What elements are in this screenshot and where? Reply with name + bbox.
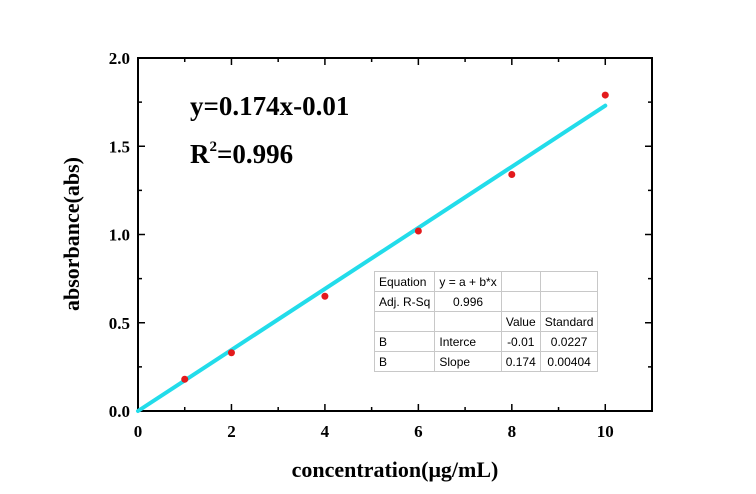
table-cell [500, 291, 541, 312]
table-row: Value Standard [373, 311, 599, 332]
table-cell: 0.0227 [539, 331, 599, 352]
x-tick-label: 10 [597, 422, 614, 441]
table-cell [539, 291, 599, 312]
table-cell: Standard [539, 311, 599, 332]
axis-ticks [137, 57, 653, 412]
table-cell: Slope [434, 351, 502, 372]
y-tick-label: 0.0 [109, 402, 130, 421]
table-cell: y = a + b*x [434, 271, 502, 292]
r-squared-value: =0.996 [217, 139, 293, 169]
table-cell [434, 311, 502, 332]
table-row: B Interce -0.01 0.0227 [373, 331, 599, 352]
x-tick-label: 6 [414, 422, 423, 441]
y-tick-label: 1.5 [109, 137, 130, 156]
data-point [321, 292, 329, 300]
table-cell: Equation [373, 271, 436, 292]
table-cell [539, 271, 599, 292]
data-point [508, 170, 516, 178]
table-cell: -0.01 [500, 331, 541, 352]
r-squared-superscript: 2 [210, 139, 218, 155]
table-cell: B [373, 331, 436, 352]
table-cell: Value [500, 311, 541, 332]
y-tick-label: 1.0 [109, 226, 130, 245]
table-cell: Interce [434, 331, 502, 352]
table-cell [500, 271, 541, 292]
r-squared-annotation: R2=0.996 [190, 139, 293, 169]
table-cell: B [373, 351, 436, 372]
x-tick-label: 8 [508, 422, 517, 441]
data-point [601, 91, 609, 99]
data-point [227, 349, 235, 357]
table-cell: 0.174 [500, 351, 541, 372]
r-squared-base: R [190, 139, 210, 169]
x-tick-label: 0 [134, 422, 143, 441]
table-cell: 0.996 [434, 291, 502, 312]
table-cell: Adj. R-Sq [373, 291, 436, 312]
y-tick-label: 2.0 [109, 49, 130, 68]
y-tick-label: 0.5 [109, 314, 130, 333]
axis-tick-labels: 0 2 4 6 8 10 0.0 0.5 1.0 1.5 2.0 [109, 49, 614, 441]
x-axis-title: concentration(μg/mL) [292, 457, 499, 482]
table-row: Equation y = a + b*x [373, 271, 599, 292]
table-row: B Slope 0.174 0.00404 [373, 351, 599, 372]
x-tick-label: 2 [227, 422, 236, 441]
fit-line [136, 103, 608, 413]
table-cell [373, 311, 436, 332]
data-point [181, 375, 189, 383]
equation-annotation: y=0.174x-0.01 [190, 91, 349, 121]
table-cell: 0.00404 [539, 351, 599, 372]
data-point [414, 227, 422, 235]
data-points [181, 91, 609, 383]
fit-results-table: Equation y = a + b*x Adj. R-Sq 0.996 Val… [373, 271, 599, 372]
y-axis-title: absorbance(abs) [59, 157, 84, 311]
x-tick-label: 4 [321, 422, 330, 441]
table-row: Adj. R-Sq 0.996 [373, 291, 599, 312]
